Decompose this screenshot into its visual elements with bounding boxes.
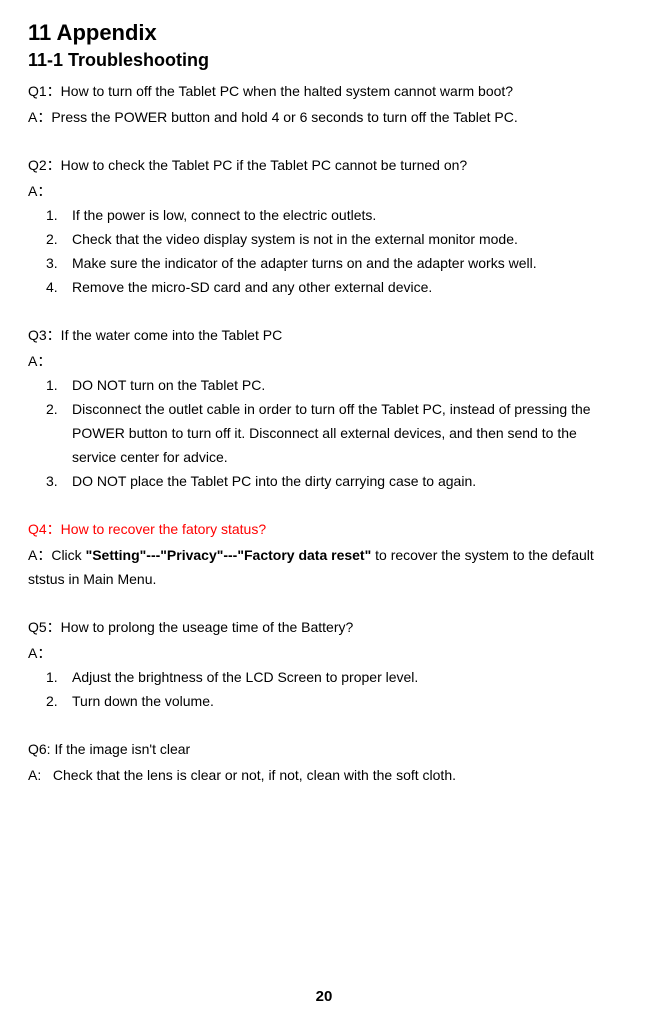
list-item-text: Make sure the indicator of the adapter t… <box>72 255 537 271</box>
list-item-text: Turn down the volume. <box>72 693 214 709</box>
q4-answer-prefix: A：Click <box>28 547 86 563</box>
q6-answer: A: Check that the lens is clear or not, … <box>28 763 620 787</box>
q4-question: Q4：How to recover the fatory status? <box>28 517 620 541</box>
q3-question: Q3：If the water come into the Tablet PC <box>28 323 620 347</box>
q2-answer-label: A： <box>28 179 620 203</box>
list-item-text: Remove the micro-SD card and any other e… <box>72 279 432 295</box>
q5-answer-label: A： <box>28 641 620 665</box>
q2-list: 1.If the power is low, connect to the el… <box>28 203 620 299</box>
page-number: 20 <box>0 988 648 1005</box>
q3-list: 1.DO NOT turn on the Tablet PC. 2.Discon… <box>28 373 620 493</box>
q4-answer: A：Click "Setting"---"Privacy"---"Factory… <box>28 543 620 591</box>
list-item-text: DO NOT turn on the Tablet PC. <box>72 377 265 393</box>
list-item-text: Adjust the brightness of the LCD Screen … <box>72 669 418 685</box>
list-item: 3.DO NOT place the Tablet PC into the di… <box>28 469 620 493</box>
list-item: 2.Turn down the volume. <box>28 689 620 713</box>
q5-question: Q5：How to prolong the useage time of the… <box>28 615 620 639</box>
q3-answer-label: A： <box>28 349 620 373</box>
list-item-text: If the power is low, connect to the elec… <box>72 207 376 223</box>
list-item: 2.Check that the video display system is… <box>28 227 620 251</box>
q5-list: 1.Adjust the brightness of the LCD Scree… <box>28 665 620 713</box>
q1-question: Q1：How to turn off the Tablet PC when th… <box>28 79 620 103</box>
q1-answer: A：Press the POWER button and hold 4 or 6… <box>28 105 620 129</box>
list-item: 3.Make sure the indicator of the adapter… <box>28 251 620 275</box>
q2-question: Q2：How to check the Tablet PC if the Tab… <box>28 153 620 177</box>
list-item: 1.If the power is low, connect to the el… <box>28 203 620 227</box>
q6-question: Q6: If the image isn't clear <box>28 737 620 761</box>
list-item: 1.Adjust the brightness of the LCD Scree… <box>28 665 620 689</box>
list-item: 1.DO NOT turn on the Tablet PC. <box>28 373 620 397</box>
q4-answer-bold: "Setting"---"Privacy"---"Factory data re… <box>86 547 372 563</box>
list-item-text: Check that the video display system is n… <box>72 231 518 247</box>
troubleshooting-heading: 11-1 Troubleshooting <box>28 50 620 71</box>
list-item: 4.Remove the micro-SD card and any other… <box>28 275 620 299</box>
appendix-heading: 11 Appendix <box>28 20 620 46</box>
list-item-text: Disconnect the outlet cable in order to … <box>72 401 591 465</box>
list-item: 2.Disconnect the outlet cable in order t… <box>28 397 620 469</box>
list-item-text: DO NOT place the Tablet PC into the dirt… <box>72 473 476 489</box>
